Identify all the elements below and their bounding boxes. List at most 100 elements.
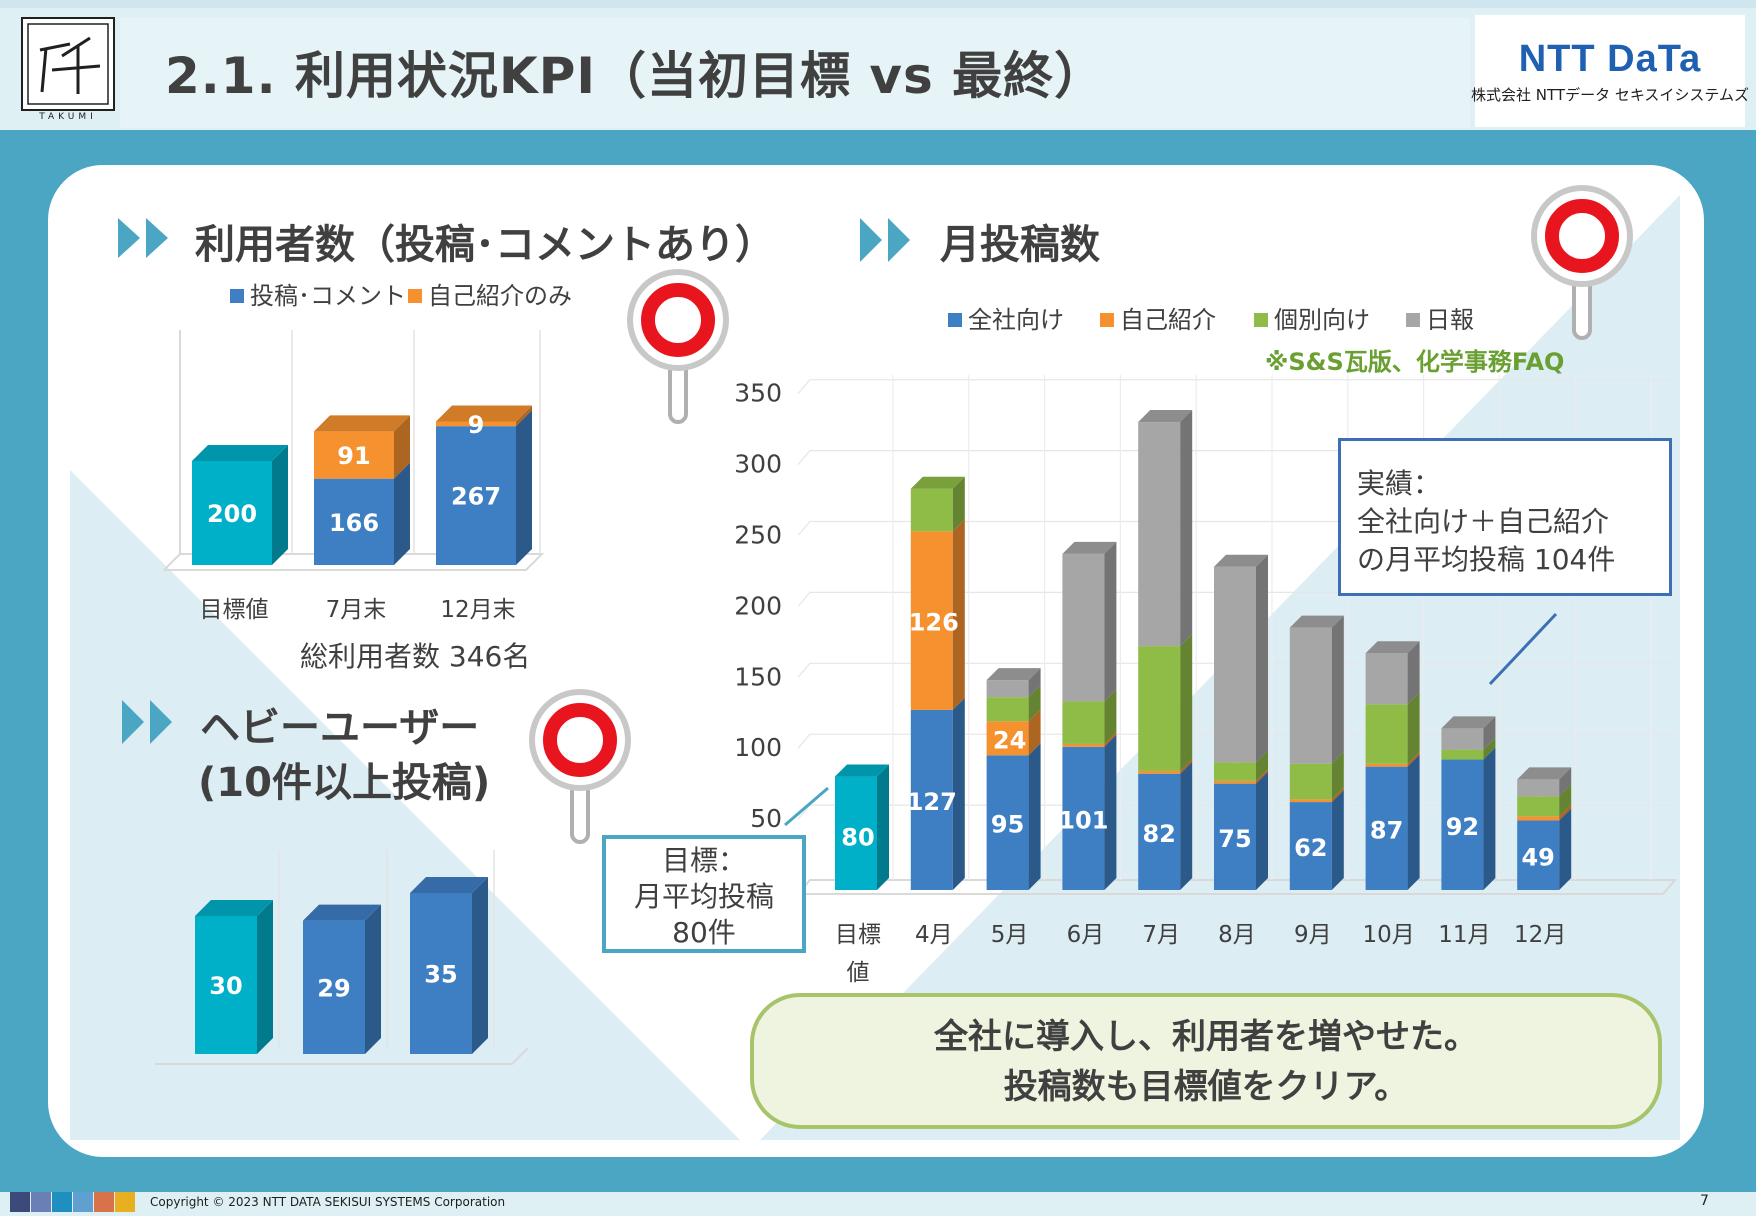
conclusion-line2: 投稿数も目標値をクリア。 [1003,1067,1409,1107]
monthly-bar-daily-report-segment [1138,410,1193,647]
monthly-bar-daily-report-segment [1289,615,1344,764]
legend-company-wide: 全社向け [948,300,1064,335]
users-bar-value-label: 9 [468,411,485,439]
monthly-posts-chart: 50 100 150 200 250 300 350 80 目標値 127 126 4月 95 24 5月 1… [734,375,1678,986]
monthly-bar-self-intro-segment [986,709,1041,756]
section-arrow-users [118,218,168,258]
target-callout-line3: 80件 [672,916,736,949]
monthly-bar-company-wide-segment [910,697,965,890]
conclusion-line1: 全社に導入し、利用者を増やせた。 [934,1017,1478,1057]
monthly-bar-value-label: 82 [1142,820,1175,848]
monthly-category-label: 8月 [1218,922,1256,948]
users-chart: 200 目標値 166 91 7月末 267 9 12月末 [163,330,545,623]
users-bar-post-comment-segment [314,462,410,565]
monthly-bar-self-intro-segment [1214,768,1268,784]
monthly-bar-daily-report-segment [1214,554,1268,763]
target-callout-connector [784,786,829,827]
monthly-bar-individual-segment [1214,750,1268,781]
monthly-bar-daily-report-segment [1062,541,1117,702]
monthly-bar-individual-segment [1441,737,1496,760]
users-total: 総利用者数 346名 [300,640,531,673]
monthly-bar-self-intro-segment [1138,758,1193,774]
target-callout: 目標： 月平均投稿 80件 [602,835,806,953]
legend-swatch [1100,313,1114,327]
legend-daily-report: 日報 [1406,300,1474,335]
footer-band [0,1192,1756,1216]
monthly-bar-individual-segment [986,685,1041,722]
monthly-bar-self-intro-segment [1517,804,1572,821]
users-bar-self-intro-segment [436,405,532,427]
monthly-category-label: 10月 [1362,922,1414,948]
monthly-note: ※S&S瓦版、化学事務FAQ [1265,348,1565,376]
monthly-bar-self-intro-segment [910,519,965,710]
heavy-chart-floor [155,1047,529,1065]
section-arrow-monthly [860,218,910,262]
monthly-bar-target [835,764,889,890]
monthly-bar-value-label: 49 [1521,843,1554,871]
monthly-y-tick: 200 [734,591,782,620]
monthly-category-label: 5月 [991,922,1029,948]
monthly-category-label: 6月 [1067,922,1105,948]
legend-self-intro-only: 自己紹介のみ [408,276,572,311]
monthly-bar-daily-report-segment [1441,716,1496,750]
monthly-bar-company-wide-segment [1138,761,1193,890]
page-title: 2.1. 利用状況KPI（当初目標 vs 最終） [165,47,1106,105]
monthly-bar-value-label: 101 [1058,806,1108,834]
monthly-bar-self-intro-segment [1289,787,1344,803]
users-category-label: 12月末 [440,597,515,623]
monthly-category-label: 9月 [1294,922,1332,948]
legend-post-comment: 投稿･コメント [230,276,406,311]
monthly-category-label: 目標 [835,922,881,948]
monthly-bar-value-label: 87 [1370,816,1403,844]
legend-self-intro: 自己紹介 [1100,300,1216,335]
actual-callout-line3: の月平均投稿 104件 [1357,543,1616,576]
heavy-user-chart: 30 29 35 [155,850,529,1065]
conclusion-text: 全社に導入し、利用者を増やせた。 投稿数も目標値をクリア。 [752,1012,1660,1112]
monthly-bar-value-label: 92 [1446,813,1479,841]
users-bar-self-intro-segment [314,415,410,479]
legend-swatch [230,289,244,303]
legend-swatch [948,313,962,327]
page-number: 7 [1700,1193,1709,1209]
heavy-section-title-line2: (10件以上投稿) [198,760,491,806]
monthly-y-gridline [797,379,1675,395]
actual-callout-line1: 実績： [1357,467,1442,500]
users-bar-value-label: 166 [329,509,379,537]
legend-swatch [1254,313,1268,327]
monthly-bar-individual-segment [1517,784,1572,817]
monthly-bar-individual-segment [1365,692,1420,764]
users-category-label: 7月末 [326,597,387,623]
target-callout-line2: 月平均投稿 [633,880,774,913]
monthly-y-tick: 50 [750,804,782,833]
monthly-bar-daily-report-segment [986,668,1041,698]
monthly-bar-individual-segment [1138,634,1193,771]
users-bar-value-label: 91 [337,442,370,470]
takumi-logo-text: TAKUMI [39,112,97,122]
monthly-bar-value-label: 24 [993,726,1026,754]
monthly-category-label: 11月 [1438,922,1490,948]
monthly-category-label-cont: 値 [847,960,870,986]
monthly-bar-individual-segment [910,476,965,532]
target-callout-line1: 目標： [661,844,746,877]
brand-box [1475,15,1745,127]
actual-callout-line2: 全社向け＋自己紹介 [1357,505,1610,538]
heavy-section-title-line1: ヘビーユーザー [200,705,480,751]
users-bar-value-label: 267 [451,483,501,511]
conclusion-box [750,993,1662,1129]
monthly-y-tick: 250 [734,521,782,550]
monthly-bar-company-wide-segment [1517,808,1572,890]
monthly-category-label: 4月 [915,922,953,948]
monthly-category-label: 7月 [1142,922,1180,948]
users-category-label: 目標値 [200,597,269,623]
monthly-bar-value-label: 75 [1218,825,1251,853]
takumi-logo [21,17,115,111]
monthly-bar-individual-segment [1062,689,1117,744]
legend-swatch [1406,313,1420,327]
users-bar-post-comment-segment [436,410,532,565]
monthly-bar-company-wide-segment [986,743,1041,890]
title-band [120,18,1470,128]
monthly-bar-company-wide-segment [1062,734,1117,890]
monthly-y-tick: 300 [734,450,782,479]
monthly-bar-self-intro-segment [1365,751,1420,767]
